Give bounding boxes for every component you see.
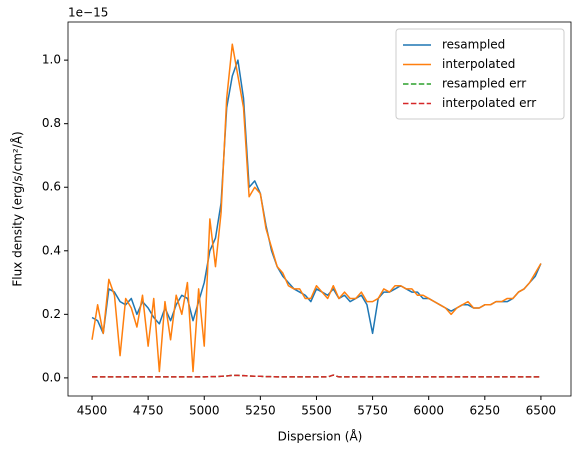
- x-tick-label: 4500: [77, 404, 108, 418]
- x-tick-label: 6000: [413, 404, 444, 418]
- y-offset-text: 1e−15: [68, 6, 108, 20]
- x-tick-label: 4750: [133, 404, 164, 418]
- x-tick-label: 5750: [357, 404, 388, 418]
- y-tick-label: 0.8: [42, 116, 61, 130]
- legend-label: interpolated: [442, 57, 515, 71]
- legend-label: resampled err: [442, 77, 526, 91]
- x-tick-label: 6500: [526, 404, 557, 418]
- y-tick-label: 0.2: [42, 307, 61, 321]
- x-tick-label: 5250: [245, 404, 276, 418]
- series-line: [92, 374, 541, 378]
- x-tick-label: 5000: [189, 404, 220, 418]
- legend-label: resampled: [442, 38, 505, 52]
- y-tick-label: 0.6: [42, 180, 61, 194]
- series-line: [91, 43, 542, 373]
- x-tick-label: 6250: [470, 404, 501, 418]
- legend-label: interpolated err: [442, 96, 536, 110]
- y-axis-label: Flux density (erg/s/cm²/Å): [10, 131, 25, 286]
- x-axis-label: Dispersion (Å): [278, 429, 363, 444]
- plot-frame: [67, 21, 572, 397]
- y-tick-label: 0.0: [42, 370, 61, 384]
- y-tick-label: 1.0: [42, 53, 61, 67]
- y-tick-label: 0.4: [42, 243, 61, 257]
- legend-box: [395, 28, 565, 120]
- x-tick-label: 5500: [301, 404, 332, 418]
